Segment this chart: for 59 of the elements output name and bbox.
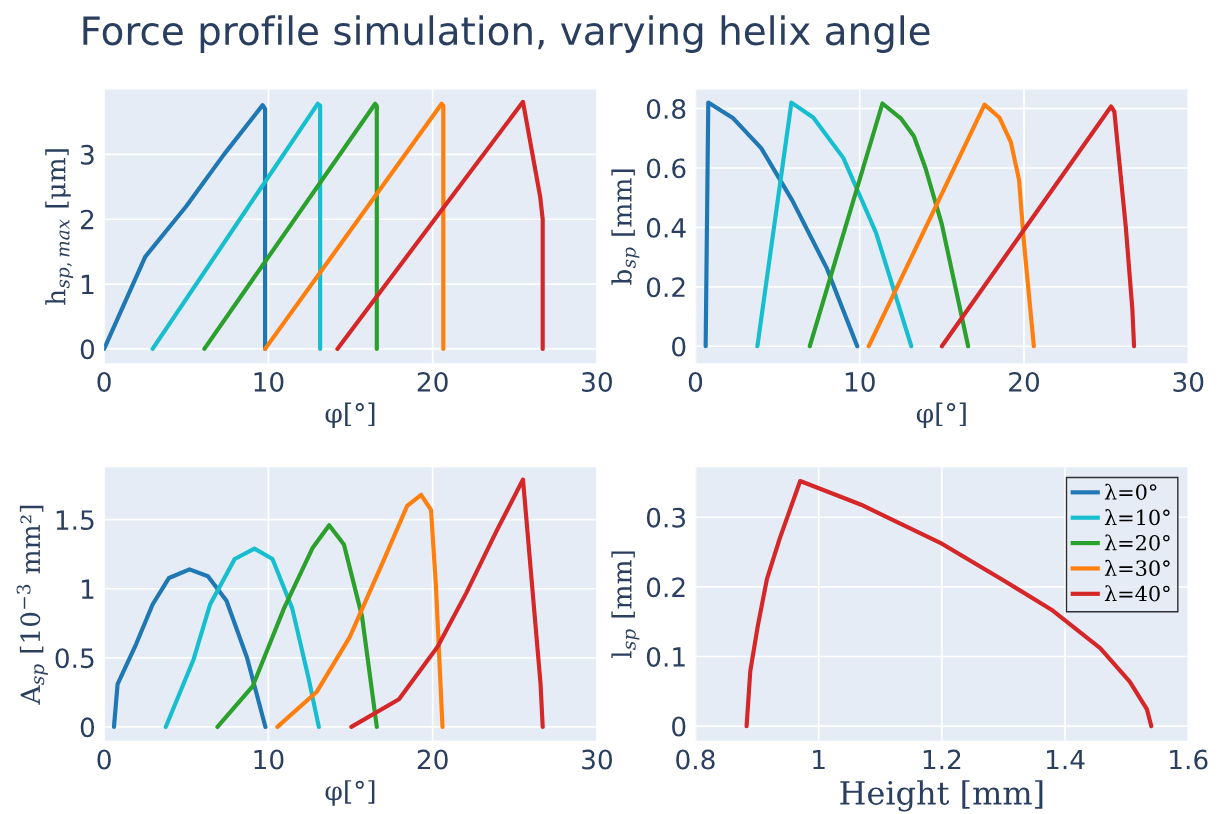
x-tick-label: 1 [813,749,825,770]
y-tick-label: 0 [672,336,686,357]
x-tick-label: 20 [417,371,448,392]
x-axis-title: φ[°] [325,402,375,429]
legend-label: λ=30° [1104,559,1170,577]
x-tick-label: 1.4 [1046,749,1085,770]
x-tick-label: 10 [845,371,875,392]
line-series [703,100,860,349]
line-series [163,546,321,730]
chart-title: Force profile simulation, varying helix angle [83,15,930,53]
y-tick-label: 0.3 [646,507,686,528]
line-series [866,102,1036,349]
y-tick-label: 3 [81,144,94,165]
line-series [111,567,268,730]
x-tick-label: 1.6 [1170,749,1208,770]
y-tick-label: 0.2 [646,577,685,598]
legend-label: λ=0° [1104,483,1157,500]
x-axis-title: φ[°] [916,402,966,429]
y-tick-label: 1 [81,274,94,295]
legend-label: λ=20° [1104,534,1170,551]
x-tick-label: 20 [417,749,448,770]
x-tick-label: 30 [582,749,612,770]
x-tick-label: 30 [582,371,612,392]
x-tick-label: 30 [1173,371,1204,392]
y-tick-label: 0 [80,339,95,360]
x-tick-label: 20 [1009,371,1040,392]
x-tick-label: 0 [97,371,111,392]
y-tick-label: 2 [80,209,94,230]
y-tick-label: 1 [81,579,94,599]
x-axis-title: Height [mm] [840,780,1043,812]
y-tick-label: 1.5 [56,510,94,531]
y-tick-label: 0 [672,716,686,737]
line-series [335,99,545,351]
line-series [807,101,971,349]
y-axis-title: l$_{sp}$ [mm] [611,551,640,659]
x-tick-label: 10 [254,371,284,392]
line-series [275,492,445,730]
line-series [104,103,268,351]
x-axis-title: φ[°] [325,780,375,806]
y-tick-label: 0.4 [646,217,686,238]
line-series [215,523,379,730]
y-axis-title: b$_{sp}$ [mm] [611,169,640,285]
line-series [939,104,1137,349]
x-tick-label: 1.2 [923,749,961,770]
x-tick-label: 10 [254,749,284,770]
x-tick-label: 0 [97,749,111,770]
y-tick-label: 0.6 [646,158,686,179]
y-tick-label: 0.8 [646,98,686,119]
y-tick-label: 0.2 [646,277,685,298]
y-axis-title: A$_{sp}$ [10$^{−3}$ mm²] [16,505,48,705]
y-axis-title: h$_{sp,max}$ [μm] [45,149,74,305]
y-tick-label: 0 [80,717,95,738]
line-series [349,477,545,730]
legend-label: λ=40° [1104,585,1170,602]
x-tick-label: 0 [688,371,703,392]
y-tick-label: 0.1 [646,646,685,667]
line-series [755,100,914,349]
legend-label: λ=10° [1104,509,1170,526]
y-tick-label: 0.5 [55,648,94,669]
